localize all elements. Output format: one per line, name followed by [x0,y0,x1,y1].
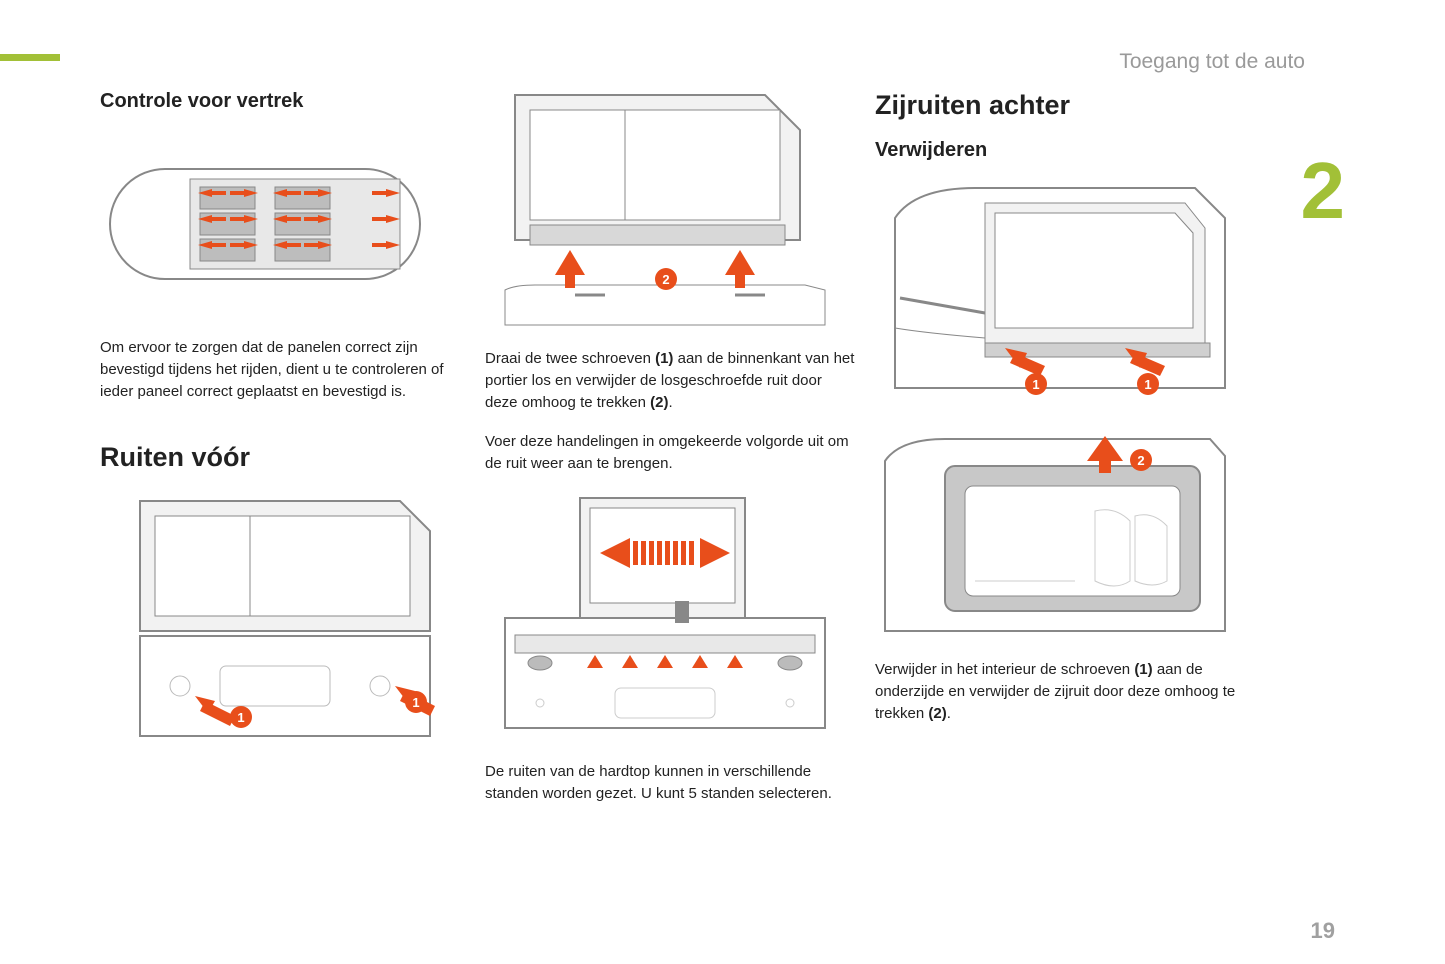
callout-2: 2 [655,268,677,290]
column-3: Zijruiten achter Verwijderen 1 1 [875,90,1245,742]
figure-slide-positions [485,493,840,743]
figure-rear-lift: 2 [875,431,1230,641]
column-1: Controle voor vertrek [100,90,470,769]
para-voer: Voer deze handelingen in omgekeerde volg… [485,431,855,475]
figure-lift-window: 2 [485,90,840,330]
page-number: 19 [1311,918,1335,944]
callout-rear-1a: 1 [1025,373,1047,395]
heading-ruiten-voor: Ruiten vóór [100,442,470,473]
para-hardtop: De ruiten van de hardtop kunnen in versc… [485,761,855,805]
para-verwijder: Verwijder in het interieur de schroeven … [875,659,1245,724]
callout-rear-2: 2 [1130,449,1152,471]
heading-zijruiten: Zijruiten achter [875,90,1245,121]
para-controle: Om ervoor te zorgen dat de panelen corre… [100,337,470,402]
header-section-title: Toegang tot de auto [1119,50,1305,74]
callout-rear-1b: 1 [1137,373,1159,395]
figure-front-window-screws: 1 1 [100,491,455,751]
accent-bar [0,54,60,61]
heading-controle: Controle voor vertrek [100,90,470,113]
figure-roof-top [100,129,455,319]
heading-verwijderen: Verwijderen [875,139,1245,162]
chapter-number: 2 [1301,145,1346,237]
column-2: 2 Draai de twee schroeven (1) aan de bin… [485,90,855,822]
para-draai: Draai de twee schroeven (1) aan de binne… [485,348,855,413]
figure-rear-screws: 1 1 [875,178,1230,413]
